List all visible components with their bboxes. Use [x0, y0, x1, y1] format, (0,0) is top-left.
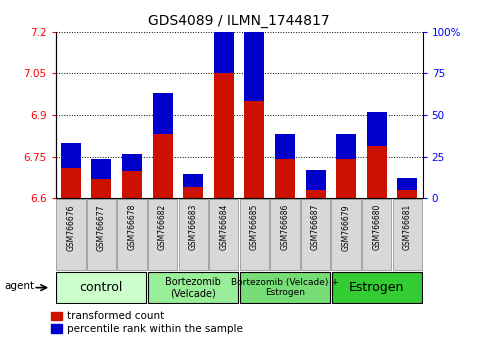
Bar: [332, 272, 422, 303]
Bar: [87, 199, 116, 270]
Title: GDS4089 / ILMN_1744817: GDS4089 / ILMN_1744817: [148, 14, 330, 28]
Text: GSM766687: GSM766687: [311, 204, 320, 250]
Bar: [209, 199, 239, 270]
Bar: [306, 170, 326, 190]
Bar: [301, 199, 330, 270]
Bar: [244, 18, 264, 101]
Bar: [331, 199, 361, 270]
Bar: [148, 272, 238, 303]
Text: Bortezomib (Velcade) +
Estrogen: Bortezomib (Velcade) + Estrogen: [231, 278, 339, 297]
Bar: [398, 190, 417, 198]
Bar: [367, 145, 387, 198]
Text: control: control: [80, 281, 123, 294]
Bar: [336, 135, 356, 159]
Bar: [57, 272, 146, 303]
Text: GSM766679: GSM766679: [341, 204, 351, 251]
Text: GSM766681: GSM766681: [403, 204, 412, 250]
Bar: [214, 0, 234, 74]
Bar: [61, 143, 81, 168]
Bar: [91, 179, 112, 198]
Bar: [270, 199, 299, 270]
Bar: [56, 199, 85, 270]
Legend: transformed count, percentile rank within the sample: transformed count, percentile rank withi…: [51, 312, 242, 334]
Bar: [240, 272, 330, 303]
Bar: [122, 154, 142, 171]
Text: GSM766680: GSM766680: [372, 204, 381, 250]
Bar: [362, 199, 391, 270]
Text: GSM766682: GSM766682: [158, 204, 167, 250]
Bar: [153, 135, 172, 198]
Bar: [240, 199, 269, 270]
Text: GSM766684: GSM766684: [219, 204, 228, 250]
Bar: [275, 135, 295, 159]
Text: agent: agent: [4, 281, 35, 291]
Bar: [398, 178, 417, 190]
Bar: [122, 171, 142, 198]
Bar: [244, 101, 264, 198]
Bar: [179, 199, 208, 270]
Bar: [214, 74, 234, 198]
Bar: [148, 199, 177, 270]
Text: GSM766685: GSM766685: [250, 204, 259, 250]
Bar: [393, 199, 422, 270]
Text: GSM766678: GSM766678: [128, 204, 137, 250]
Bar: [117, 199, 147, 270]
Bar: [336, 159, 356, 198]
Bar: [275, 159, 295, 198]
Bar: [183, 187, 203, 198]
Bar: [91, 159, 112, 179]
Text: GSM766683: GSM766683: [189, 204, 198, 250]
Bar: [306, 190, 326, 198]
Text: GSM766677: GSM766677: [97, 204, 106, 251]
Text: GSM766686: GSM766686: [281, 204, 289, 250]
Bar: [61, 168, 81, 198]
Bar: [183, 174, 203, 187]
Text: Bortezomib
(Velcade): Bortezomib (Velcade): [165, 277, 221, 298]
Text: Estrogen: Estrogen: [349, 281, 404, 294]
Bar: [367, 112, 387, 145]
Text: GSM766676: GSM766676: [66, 204, 75, 251]
Bar: [153, 93, 172, 135]
